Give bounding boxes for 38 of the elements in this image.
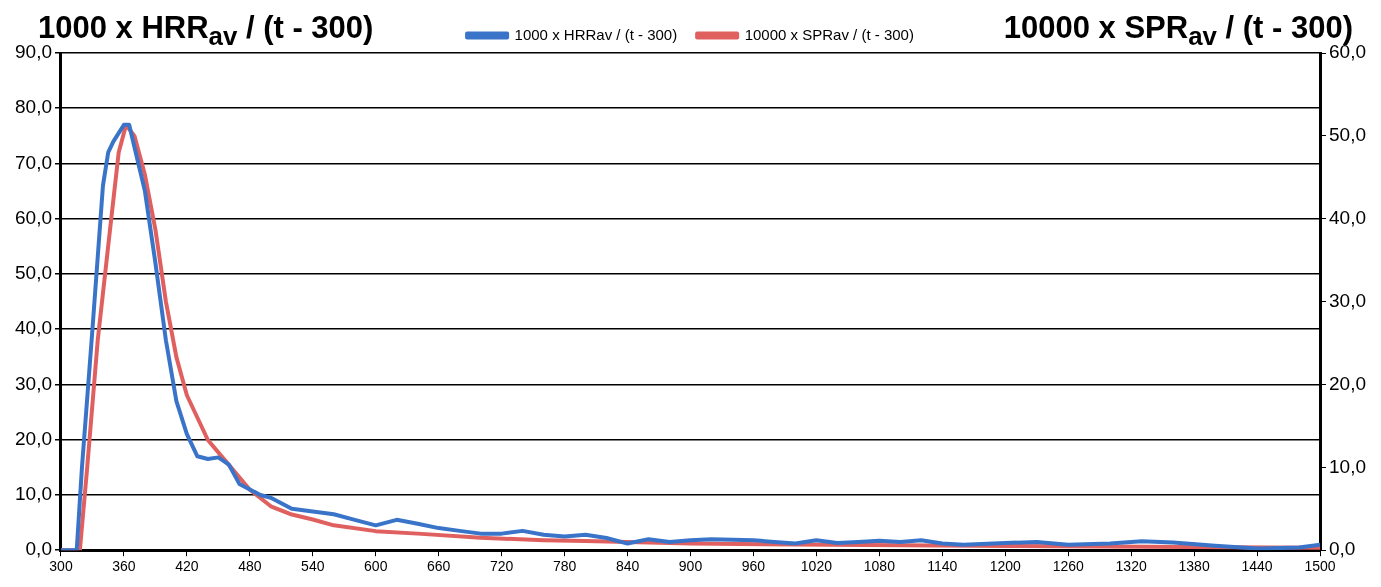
x-tick-label: 960	[741, 558, 766, 575]
x-tick-label: 900	[678, 558, 703, 575]
y2-tick-label: 50,0	[1329, 124, 1366, 146]
x-tick-label: 600	[364, 558, 388, 575]
y2-tick-label: 20,0	[1329, 372, 1366, 394]
y-tick-label: 30,0	[15, 372, 52, 394]
y-tick-label: 60,0	[15, 206, 52, 228]
x-tick-label: 1500	[1304, 558, 1336, 575]
y-tick-label: 10,0	[15, 483, 52, 505]
y-tick-label: 0,0	[25, 538, 52, 560]
legend-label: 1000 x HRRav / (t - 300)	[514, 25, 678, 43]
x-tick-label: 360	[112, 558, 136, 575]
x-tick-label: 780	[552, 558, 577, 575]
x-tick-label: 1380	[1178, 558, 1210, 575]
y-tick-label: 50,0	[15, 262, 52, 284]
x-tick-label: 300	[49, 558, 73, 575]
y2-tick-label: 40,0	[1329, 206, 1366, 228]
x-tick-label: 840	[615, 558, 640, 575]
x-tick-label: 1020	[800, 558, 833, 575]
x-tick-label: 720	[489, 558, 514, 575]
y2-tick-label: 30,0	[1329, 289, 1366, 311]
y-tick-label: 80,0	[15, 96, 52, 118]
y-tick-label: 20,0	[15, 427, 52, 449]
y-tick-label: 40,0	[15, 317, 52, 339]
x-tick-label: 1140	[927, 558, 958, 575]
x-tick-label: 1080	[863, 558, 896, 575]
x-tick-label: 420	[175, 558, 199, 575]
y2-tick-label: 0,0	[1329, 538, 1356, 560]
x-tick-label: 540	[301, 558, 325, 575]
legend-label: 10000 x SPRav / (t - 300)	[744, 25, 914, 43]
x-tick-label: 480	[238, 558, 262, 575]
x-tick-label: 1320	[1115, 558, 1147, 575]
y2-tick-label: 10,0	[1329, 455, 1366, 477]
x-tick-label: 660	[427, 558, 451, 575]
x-tick-label: 1200	[989, 558, 1022, 575]
y-tick-label: 70,0	[15, 151, 52, 173]
x-tick-label: 1440	[1241, 558, 1273, 575]
x-tick-label: 1260	[1052, 558, 1084, 575]
